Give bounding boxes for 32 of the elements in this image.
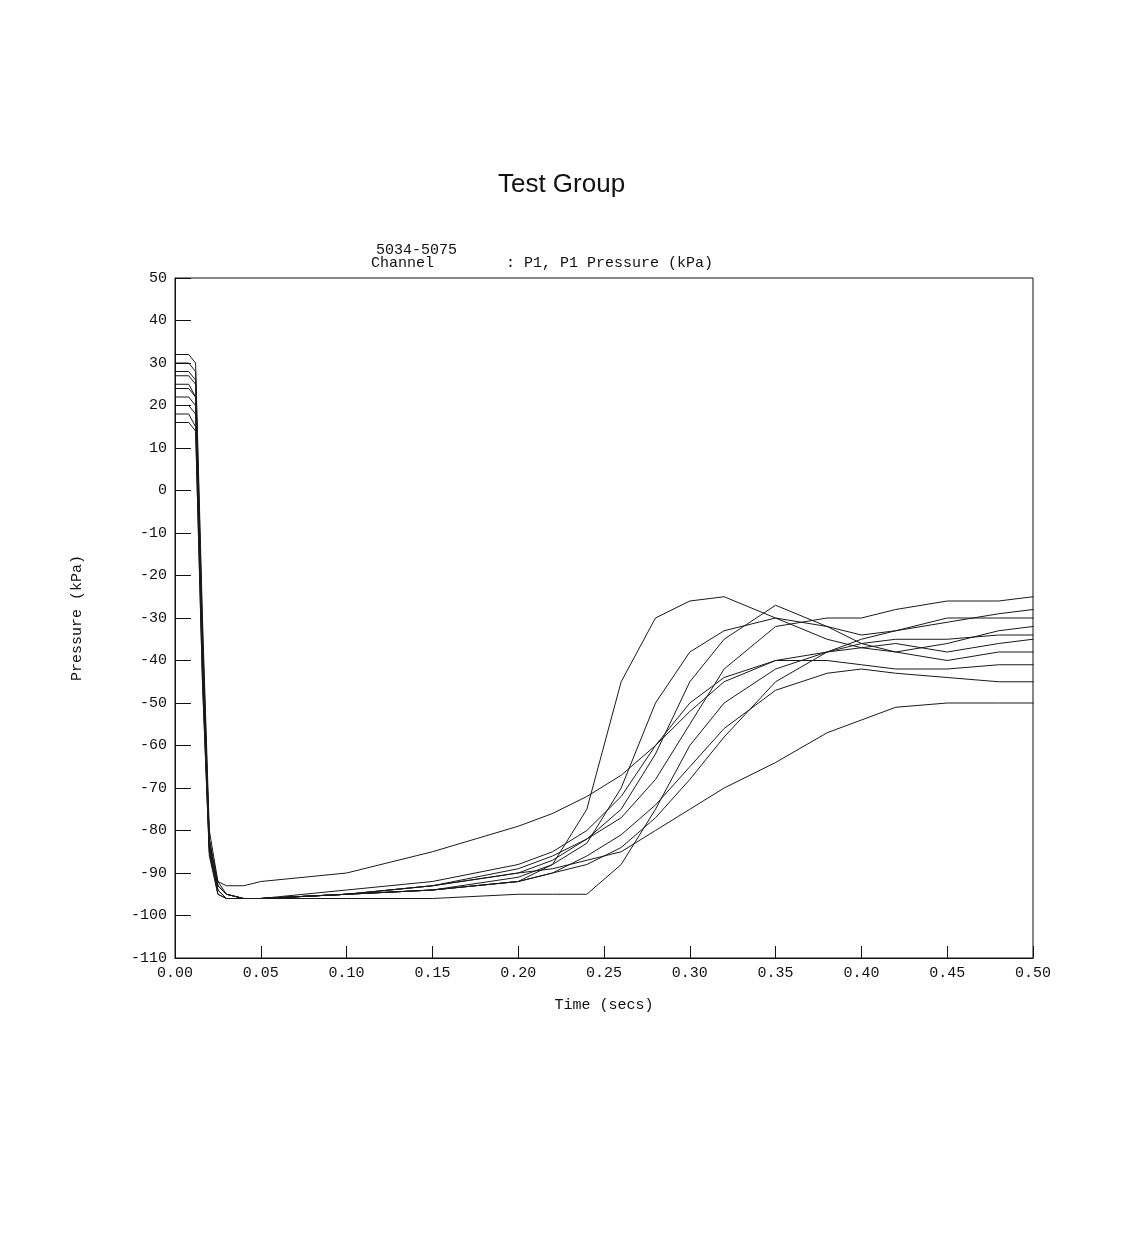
- y-tick-label: 50: [148, 269, 167, 287]
- x-tick-label: 0.05: [242, 965, 279, 982]
- x-tick-label: 0.25: [585, 965, 623, 982]
- y-tick-label: 20: [148, 397, 167, 414]
- x-tick-label: 0.40: [843, 965, 880, 982]
- y-tick-label: -50: [139, 694, 167, 712]
- y-tick-label: 10: [148, 439, 167, 457]
- y-tick-label: 0: [157, 482, 167, 499]
- text: Channel : P1, P1 Pressure (kPa): [371, 255, 714, 272]
- x-axis-title: Time (secs): [554, 997, 654, 1014]
- y-tick-label: -60: [139, 737, 167, 754]
- y-tick-label: -10: [139, 524, 167, 542]
- x-tick-label: 0.15: [414, 965, 451, 982]
- x-tick-label: 0.50: [1014, 965, 1052, 982]
- y-tick-label: -40: [139, 652, 167, 669]
- y-tick-label: -30: [139, 609, 167, 627]
- y-tick-label: -70: [139, 779, 167, 797]
- chart-title: Test Group: [497, 168, 626, 198]
- y-tick-label: -90: [139, 864, 167, 882]
- y-tick-label: -80: [139, 822, 167, 839]
- x-tick-label: 0.20: [500, 965, 537, 982]
- x-tick-label: 0.30: [671, 965, 708, 982]
- x-tick-label: 0.10: [328, 965, 365, 982]
- y-tick-label: 30: [148, 354, 167, 372]
- y-tick-label: -110: [130, 949, 167, 967]
- x-tick-label: 0.45: [929, 965, 966, 982]
- x-tick-label: 0.35: [757, 965, 794, 982]
- y-tick-label: -20: [139, 567, 167, 584]
- y-axis-title: Pressure (kPa): [69, 554, 86, 682]
- x-tick-label: 0.00: [156, 965, 194, 982]
- y-tick-label: -100: [130, 907, 167, 924]
- y-tick-label: 40: [148, 312, 167, 329]
